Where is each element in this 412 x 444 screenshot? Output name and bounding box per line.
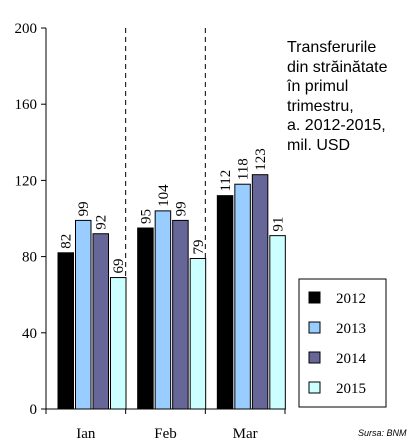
bar	[269, 235, 286, 410]
legend-swatch	[308, 291, 321, 304]
legend-swatch	[308, 381, 321, 394]
axes: 0 40 80 120 160 200 Ian Feb Mar	[15, 21, 286, 442]
bars	[57, 174, 286, 410]
bar	[57, 252, 74, 410]
bar	[154, 210, 172, 410]
legend-label: 2014	[336, 351, 367, 367]
bar	[251, 174, 269, 410]
title-line: a. 2012-2015,	[287, 117, 386, 134]
y-tick-label: 160	[15, 97, 38, 113]
data-label: 92	[94, 215, 110, 230]
legend-label: 2012	[336, 291, 366, 307]
data-label: 112	[218, 170, 234, 192]
title-line: din străinătate	[287, 58, 388, 76]
title-line: în primul	[287, 78, 349, 95]
legend-swatch	[308, 321, 321, 334]
bar	[92, 233, 109, 410]
data-label: 82	[59, 234, 75, 249]
data-label: 91	[271, 217, 287, 232]
bar	[216, 195, 234, 410]
bar	[234, 183, 251, 410]
y-tick-label: 40	[22, 326, 37, 342]
y-tick-label: 0	[30, 402, 38, 418]
bar	[172, 219, 189, 410]
x-category-label: Mar	[233, 426, 258, 442]
x-category-label: Ian	[76, 426, 96, 442]
legend-swatch	[308, 351, 321, 364]
data-label: 123	[253, 148, 269, 171]
y-tick-label: 200	[15, 21, 38, 37]
legend-label: 2015	[336, 381, 366, 397]
title-line: mil. USD	[287, 136, 351, 154]
data-label: 118	[236, 158, 252, 180]
data-label: 95	[138, 209, 154, 224]
bar	[137, 227, 154, 410]
source-note: Sursa: BNM	[358, 428, 407, 438]
data-label: 104	[156, 184, 172, 207]
bar	[189, 258, 207, 410]
data-label: 99	[76, 201, 92, 216]
legend: 2012 2013 2014 2015	[298, 278, 387, 408]
legend-label: 2013	[336, 321, 366, 337]
title-line: trimestru,	[287, 97, 354, 115]
y-tick-label: 80	[22, 250, 37, 266]
title-line: Transferurile	[287, 39, 377, 56]
data-label: 79	[191, 240, 207, 255]
data-label: 69	[111, 259, 127, 274]
bar	[75, 219, 92, 410]
data-label: 99	[173, 201, 189, 216]
bar	[110, 277, 127, 410]
chart-title: Transferurile din străinătate în primul …	[287, 38, 412, 155]
x-category-label: Feb	[154, 426, 177, 442]
y-tick-label: 120	[15, 173, 38, 189]
